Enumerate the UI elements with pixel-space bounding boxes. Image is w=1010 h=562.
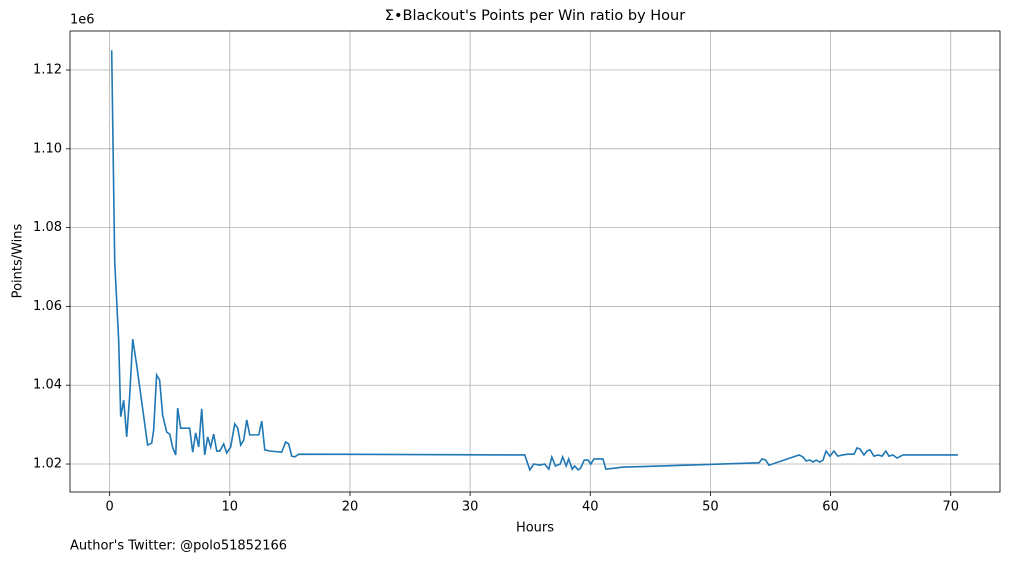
x-tick-label: 40 — [582, 500, 599, 515]
data-line — [110, 50, 958, 472]
y-tick-label: 1.02 — [33, 457, 62, 472]
chart-title: Σ•Blackout's Points per Win ratio by Hou… — [385, 8, 685, 24]
x-tick-label: 50 — [702, 500, 719, 515]
plot-frame — [69, 30, 1001, 493]
y-tick-label: 1.06 — [33, 299, 62, 314]
y-tick-label: 1.08 — [33, 220, 62, 235]
y-offset-label: 1e6 — [70, 13, 95, 28]
y-tick-label: 1.10 — [33, 141, 62, 156]
x-axis-label: Hours — [516, 521, 554, 536]
annotation: Author's Twitter: @polo51852166 — [70, 539, 287, 554]
x-tick-label: 60 — [822, 500, 839, 515]
y-axis-label: Points/Wins — [11, 223, 26, 298]
y-tick-label: 1.04 — [33, 378, 62, 393]
x-tick-label: 0 — [106, 500, 114, 515]
x-tick-label: 30 — [462, 500, 479, 515]
x-tick-label: 10 — [222, 500, 239, 515]
x-tick-label: 70 — [942, 500, 959, 515]
y-tick-label: 1.12 — [33, 63, 62, 78]
x-tick-label: 20 — [342, 500, 359, 515]
